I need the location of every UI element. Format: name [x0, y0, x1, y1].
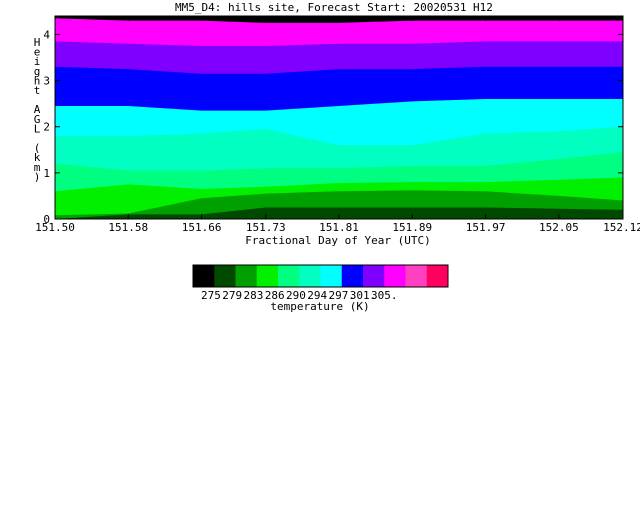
colorbar-swatch — [384, 265, 406, 287]
x-tick-label: 151.73 — [246, 221, 286, 234]
colorbar-tick-label: 294. — [307, 289, 334, 302]
chart-title: MM5_D4: hills site, Forecast Start: 2002… — [175, 1, 493, 14]
x-tick-label: 151.89 — [392, 221, 432, 234]
contour-band-305 — [55, 207, 623, 219]
y-tick-label: 3 — [43, 75, 50, 88]
colorbar-swatch — [341, 265, 364, 287]
colorbar-swatch — [235, 265, 258, 287]
colorbar-swatch — [193, 265, 215, 287]
x-axis: 151.50 151.58 151.66 151.73 151.81 151.89 151.… — [35, 16, 640, 234]
x-tick-label: 151.58 — [108, 221, 148, 234]
colorbar-swatch — [214, 265, 236, 287]
colorbar-swatch — [299, 265, 321, 287]
colorbar-tick-label: 305. — [371, 289, 398, 302]
colorbar-tick-label: 301. — [350, 289, 377, 302]
y-tick-label: 4 — [43, 28, 50, 41]
y-axis: 0 1 2 3 4 — [43, 28, 623, 226]
x-tick-label: 151.66 — [182, 221, 222, 234]
x-axis-label: Fractional Day of Year (UTC) — [245, 234, 430, 247]
x-tick-label: 152.12 — [603, 221, 640, 234]
colorbar-swatch — [363, 265, 385, 287]
colorbar-tick-label: 279. — [222, 289, 249, 302]
x-tick-label: 151.50 — [35, 221, 75, 234]
colorbar-swatch — [278, 265, 300, 287]
colorbar-frame — [192, 264, 449, 288]
colorbar-tick-label: 283. — [244, 289, 271, 302]
colorbar: 275.279.283.286.290.294.297.301.305. — [192, 264, 449, 302]
x-tick-label: 151.81 — [319, 221, 359, 234]
colorbar-swatch — [405, 265, 428, 287]
colorbar-tick-label: 290. — [286, 289, 313, 302]
y-tick-label: 2 — [43, 121, 50, 134]
y-tick-label: 0 — [43, 213, 50, 226]
colorbar-swatch — [320, 265, 343, 287]
colorbar-swatch — [256, 265, 279, 287]
plot-area — [55, 16, 623, 219]
colorbar-tick-label: 275. — [201, 289, 228, 302]
colorbar-tick-label: 297. — [329, 289, 356, 302]
x-tick-label: 152.05 — [539, 221, 579, 234]
x-tick-label: 151.97 — [466, 221, 506, 234]
colorbar-swatch — [426, 265, 449, 287]
colorbar-tick-label: 286. — [265, 289, 292, 302]
y-tick-label: 1 — [43, 167, 50, 180]
colorbar-label: temperature (K) — [270, 300, 369, 313]
